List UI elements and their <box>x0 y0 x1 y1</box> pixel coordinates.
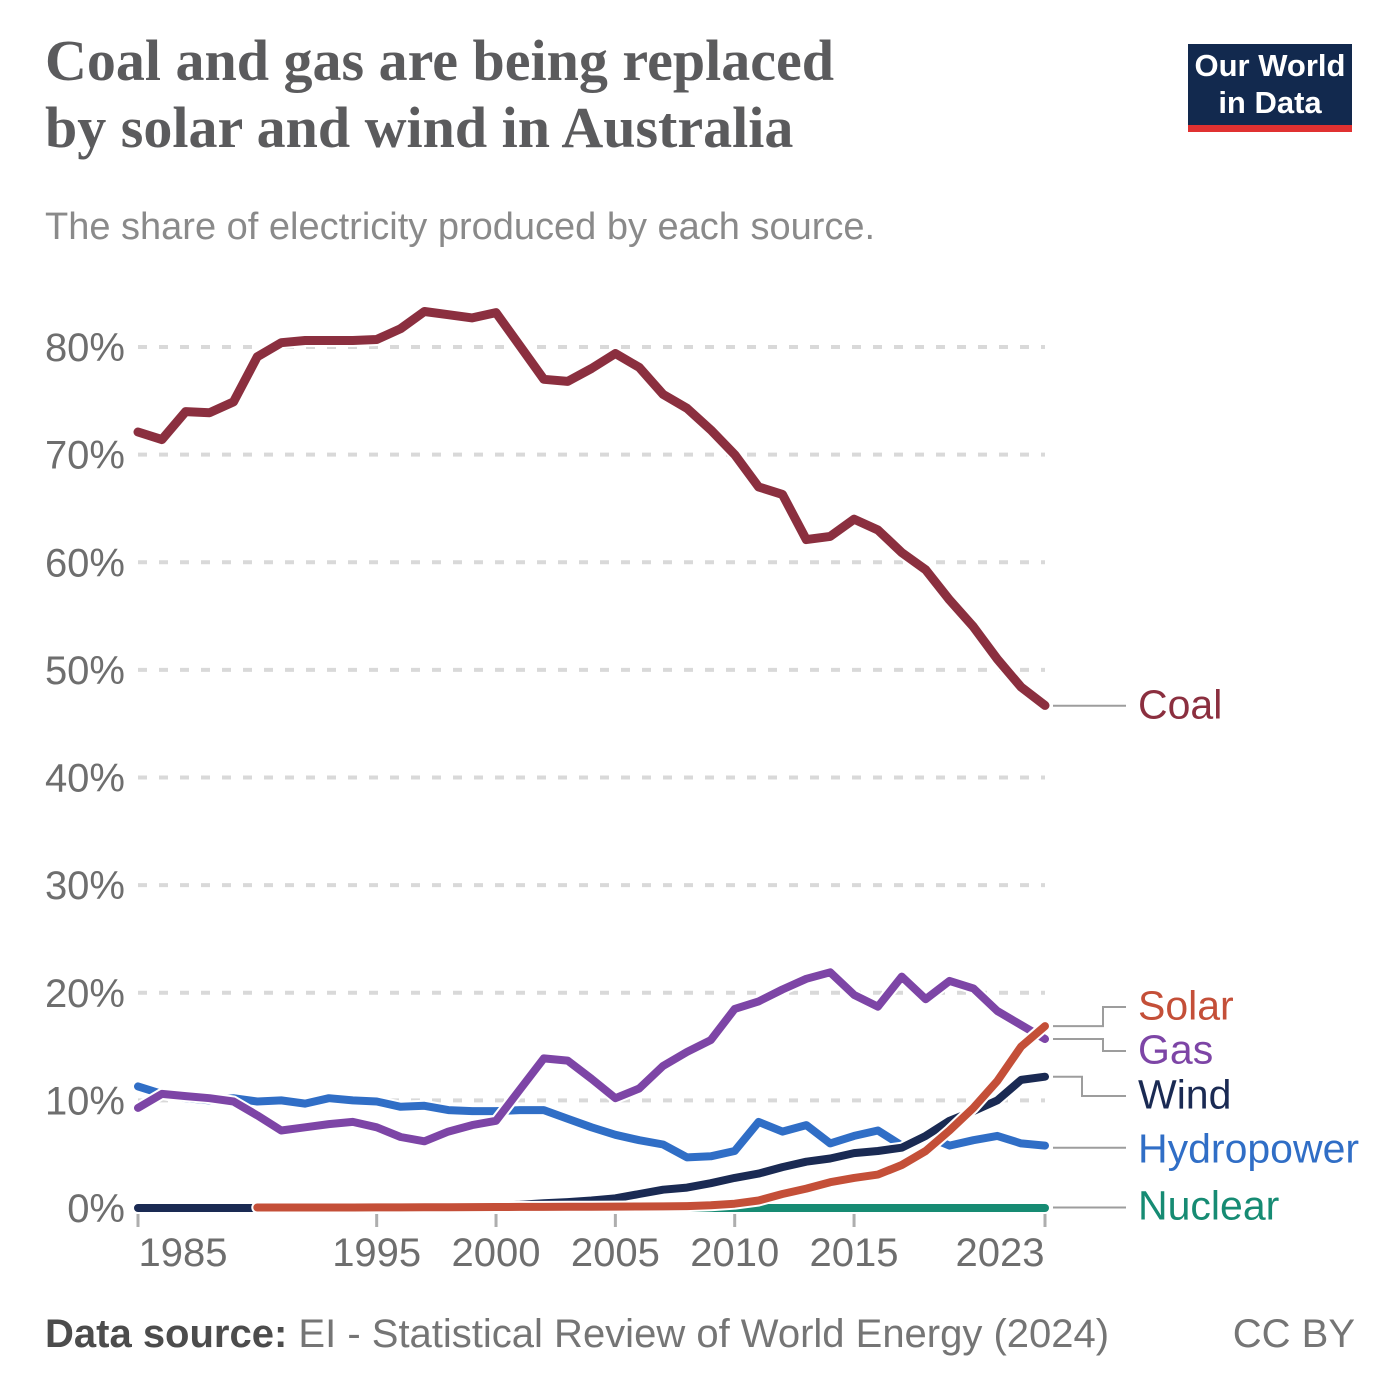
series-line-solar <box>253 1022 1049 1212</box>
label-connector-wind <box>1053 1075 1126 1097</box>
data-source-label: Data source: <box>45 1312 288 1356</box>
y-axis-label-40: 40% <box>45 757 125 801</box>
y-axis-label-60: 60% <box>45 541 125 585</box>
series-line-coal <box>133 307 1050 710</box>
y-axis-label-30: 30% <box>45 864 125 908</box>
series-line-hydropower <box>134 1082 1049 1162</box>
y-axis-label-20: 20% <box>45 972 125 1016</box>
series-label-coal: Coal <box>1138 681 1223 728</box>
data-source-note: Data source: EI - Statistical Review of … <box>45 1312 1109 1357</box>
owid-logo-line1: Our World <box>1194 47 1346 83</box>
series-label-wind: Wind <box>1138 1071 1232 1118</box>
y-axis-label-0: 0% <box>67 1187 125 1231</box>
x-axis-label-2000: 2000 <box>452 1231 541 1275</box>
owid-logo-line2: in Data <box>1218 84 1322 120</box>
series-line-gas <box>134 968 1049 1146</box>
series-label-nuclear: Nuclear <box>1138 1182 1280 1229</box>
x-axis-label-2015: 2015 <box>810 1231 899 1275</box>
license-badge: CC BY <box>1232 1312 1355 1356</box>
x-axis-label-2005: 2005 <box>571 1231 660 1275</box>
series-halo-solar <box>251 1020 1051 1214</box>
chart-footer: Data source: EI - Statistical Review of … <box>45 1312 1355 1357</box>
x-axis-label-1995: 1995 <box>332 1231 421 1275</box>
series-halo-gas <box>132 966 1051 1148</box>
y-axis-label-10: 10% <box>45 1079 125 1123</box>
series-label-gas: Gas <box>1138 1026 1214 1073</box>
page-title: Coal and gas are being replaced by solar… <box>45 28 834 160</box>
label-connector-solar <box>1053 1006 1126 1028</box>
y-axis-label-50: 50% <box>45 649 125 693</box>
x-axis-label-1985: 1985 <box>139 1231 228 1275</box>
y-axis-label-80: 80% <box>45 326 125 370</box>
x-axis-label-2010: 2010 <box>690 1231 779 1275</box>
series-label-hydropower: Hydropower <box>1138 1125 1360 1172</box>
series-label-solar: Solar <box>1138 982 1234 1029</box>
x-axis-label-2023: 2023 <box>956 1231 1045 1275</box>
page-subtitle: The share of electricity produced by eac… <box>45 206 876 248</box>
data-source-value: EI - Statistical Review of World Energy … <box>287 1312 1110 1356</box>
owid-logo: Our World in Data <box>1188 44 1352 132</box>
label-connector-gas <box>1053 1038 1126 1052</box>
y-axis-label-70: 70% <box>45 434 125 478</box>
